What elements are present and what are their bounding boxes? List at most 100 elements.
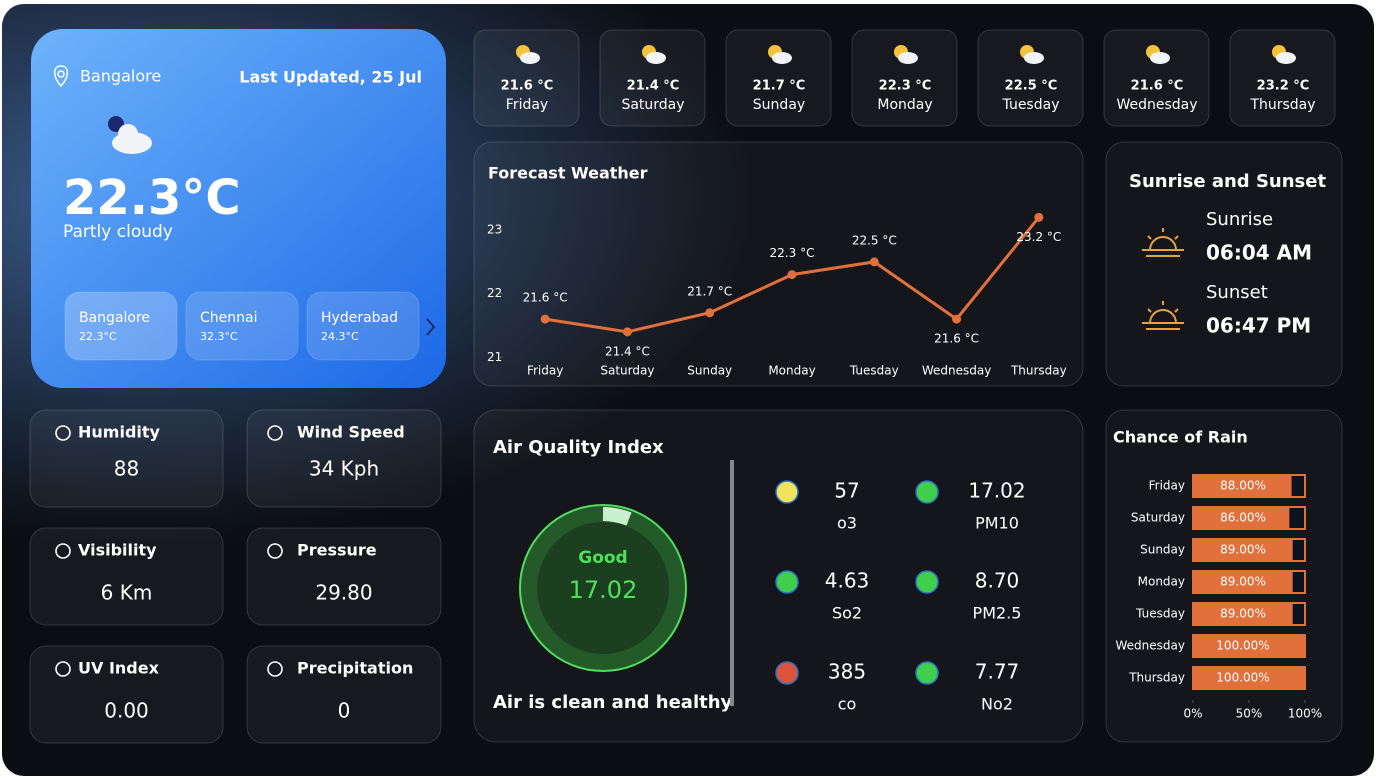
bar xyxy=(1193,603,1293,625)
metric-card xyxy=(29,527,224,626)
x-tick-label: Monday xyxy=(768,364,815,378)
sunset-time: 06:47 PM xyxy=(1206,314,1311,338)
day-icon-cloud xyxy=(646,52,666,64)
forecast-point xyxy=(869,257,879,267)
forecast-panel xyxy=(473,141,1084,387)
city-temp: 24.3°C xyxy=(321,330,359,343)
city-chip[interactable] xyxy=(306,291,420,361)
metric-icon xyxy=(267,661,283,677)
y-tick-label: Friday xyxy=(1149,479,1185,493)
day-temp: 21.6 °C xyxy=(1131,79,1184,94)
city-chip[interactable] xyxy=(64,291,178,361)
metric-card xyxy=(29,409,224,508)
day-icon-cloud xyxy=(520,52,540,64)
pollutant-value: 7.77 xyxy=(975,660,1020,684)
day-temp: 22.3 °C xyxy=(879,79,932,94)
metric-icon xyxy=(267,543,283,559)
sun-title: Sunrise and Sunset xyxy=(1129,171,1326,192)
pollutant-dot xyxy=(775,661,799,685)
forecast-point xyxy=(787,270,797,280)
metric-icon xyxy=(55,661,71,677)
bar xyxy=(1193,635,1305,657)
pollutant-value: 8.70 xyxy=(975,569,1020,593)
metric-label: UV Index xyxy=(78,659,160,678)
sunrise-time: 06:04 AM xyxy=(1206,241,1312,265)
x-tick-label: Sunday xyxy=(687,364,732,378)
city-chip[interactable] xyxy=(185,291,299,361)
next-arrow[interactable] xyxy=(426,318,436,336)
pollutant-dot xyxy=(915,661,939,685)
x-tick-label: Thursday xyxy=(1010,364,1067,378)
value-label: 89.00% xyxy=(1220,543,1266,557)
metric-value: 0.00 xyxy=(104,699,149,723)
day-card xyxy=(473,29,580,127)
value-label: 89.00% xyxy=(1220,575,1266,589)
metric-label: Pressure xyxy=(297,541,377,560)
metric-label: Visibility xyxy=(78,541,157,560)
pollutant-dot xyxy=(775,570,799,594)
day-icon-cloud xyxy=(1150,52,1170,64)
city-name: Bangalore xyxy=(79,310,150,326)
value-label: 100.00% xyxy=(1216,671,1269,685)
value-label: 22.3 °C xyxy=(770,246,815,260)
aqi-gauge-inner xyxy=(537,522,669,654)
forecast-point xyxy=(1034,212,1044,222)
sun-panel xyxy=(1105,141,1343,387)
pollutant-dot xyxy=(915,570,939,594)
sunrise-label: Sunrise xyxy=(1206,209,1273,230)
day-temp: 21.7 °C xyxy=(753,79,806,94)
value-label: 21.7 °C xyxy=(687,284,732,298)
x-tick-label: Saturday xyxy=(600,364,654,378)
city-temp: 22.3°C xyxy=(79,330,117,343)
forecast-point xyxy=(540,314,550,324)
value-label: 22.5 °C xyxy=(852,233,897,247)
day-name: Thursday xyxy=(1249,97,1315,113)
current-card xyxy=(31,29,446,388)
metric-label: Wind Speed xyxy=(297,423,405,442)
x-tick-label: Friday xyxy=(527,364,563,378)
current-city: Bangalore xyxy=(80,67,161,86)
x-tick-label: 100% xyxy=(1288,707,1322,721)
day-icon-cloud xyxy=(1276,52,1296,64)
metric-value: 34 Kph xyxy=(309,457,379,481)
pollutant-name: So2 xyxy=(832,604,862,623)
aqi-title: Air Quality Index xyxy=(493,437,664,458)
x-tick-label: 0% xyxy=(1183,707,1202,721)
day-name: Saturday xyxy=(621,97,684,113)
value-label: 100.00% xyxy=(1216,639,1269,653)
city-name: Chennai xyxy=(200,310,257,326)
y-tick-label: Thursday xyxy=(1128,671,1185,685)
forecast-point xyxy=(622,327,632,337)
metric-value: 88 xyxy=(114,457,139,481)
pollutant-name: o3 xyxy=(837,514,857,533)
day-temp: 21.4 °C xyxy=(627,79,680,94)
value-label: 21.6 °C xyxy=(523,291,568,305)
aqi-message: Air is clean and healthy xyxy=(493,692,733,713)
day-icon-cloud xyxy=(1024,52,1044,64)
city-name: Hyderabad xyxy=(321,310,398,326)
metric-value: 0 xyxy=(338,699,351,723)
metric-icon xyxy=(55,425,71,441)
day-temp: 21.6 °C xyxy=(501,79,554,94)
metric-card xyxy=(29,645,224,744)
y-tick-label: Monday xyxy=(1138,575,1185,589)
value-label: 23.2 °C xyxy=(1016,230,1061,244)
pollutant-value: 57 xyxy=(834,479,859,503)
rain-title: Chance of Rain xyxy=(1113,428,1248,447)
y-tick-label: 22 xyxy=(487,286,502,300)
weather-icon xyxy=(108,116,152,154)
y-tick-label: Tuesday xyxy=(1135,607,1185,621)
aqi-divider xyxy=(730,460,734,706)
pollutant-name: PM10 xyxy=(975,514,1019,533)
pollutant-name: No2 xyxy=(981,695,1013,714)
day-card xyxy=(1229,29,1336,127)
day-card xyxy=(725,29,832,127)
location-icon xyxy=(53,65,69,88)
day-card xyxy=(1103,29,1210,127)
day-name: Tuesday xyxy=(1002,97,1060,113)
value-label: 89.00% xyxy=(1220,607,1266,621)
last-updated: Last Updated, 25 Jul xyxy=(239,68,422,87)
day-icon-cloud xyxy=(772,52,792,64)
forecast-title: Forecast Weather xyxy=(488,164,648,183)
